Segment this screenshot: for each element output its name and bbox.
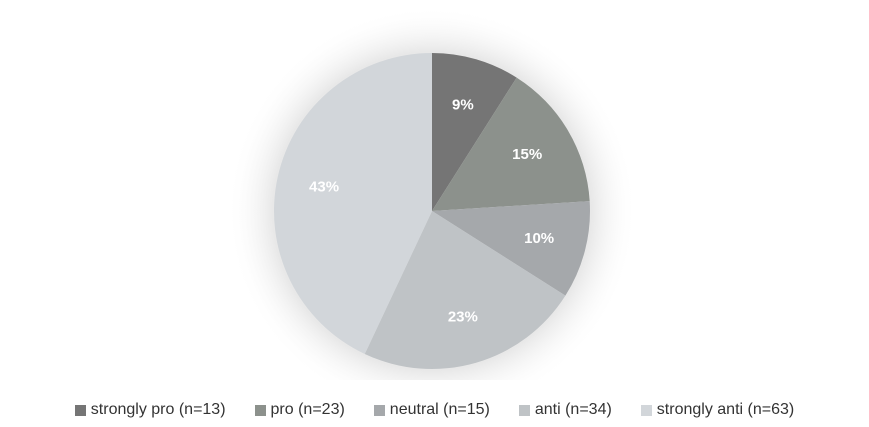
pie-slice-1 (432, 77, 590, 211)
legend-item-2: neutral (n=15) (373, 401, 490, 419)
legend-label-4: strongly anti (n=63) (656, 401, 795, 418)
legend-item-4: strongly anti (n=63) (640, 401, 795, 419)
legend: strongly pro (n=13) pro (n=23) neutral (n=… (0, 401, 869, 419)
legend-swatch-1 (254, 404, 266, 416)
legend-swatch-3 (518, 404, 530, 416)
legend-label-3: anti (n=34) (534, 401, 612, 418)
legend-swatch-2 (373, 404, 385, 416)
legend-swatch-4 (640, 404, 652, 416)
legend-label-1: pro (n=23) (270, 401, 345, 418)
slice-label-3: 23% (448, 309, 478, 326)
pie-slice-2 (432, 201, 590, 296)
legend-item-0: strongly pro (n=13) (74, 401, 226, 419)
legend-label-2: neutral (n=15) (389, 401, 490, 418)
legend-item-1: pro (n=23) (254, 401, 345, 419)
legend-swatch-0 (74, 404, 86, 416)
slice-label-2: 10% (524, 230, 554, 247)
legend-item-3: anti (n=34) (518, 401, 612, 419)
pie-slice-0 (432, 53, 517, 211)
pie-chart: 9% 15% 10% 23% 43% (227, 6, 637, 380)
pie-slice-3 (364, 211, 566, 369)
pie-slice-4 (274, 53, 432, 354)
slice-label-1: 15% (512, 146, 542, 163)
slice-label-4: 43% (309, 178, 339, 195)
slice-label-0: 9% (452, 96, 474, 113)
legend-label-0: strongly pro (n=13) (90, 401, 226, 418)
